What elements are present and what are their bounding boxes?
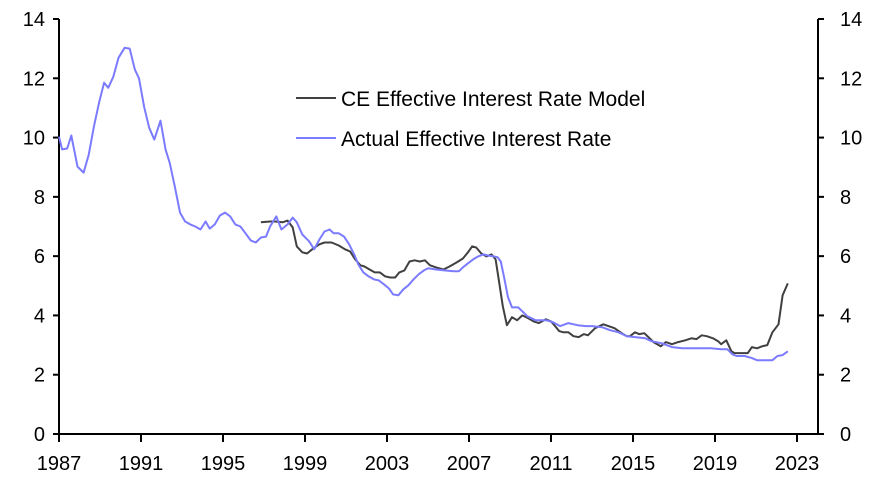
x-tick-label: 2011 [529,453,572,475]
y-tick-label-left: 6 [34,246,45,268]
x-tick-label: 1987 [37,453,82,475]
x-tick-label: 2003 [365,453,410,475]
x-tick-label: 1999 [283,453,328,475]
legend: CE Effective Interest Rate Model Actual … [296,88,645,151]
series-line-model [260,219,789,355]
x-tick-label: 2023 [775,453,820,475]
x-tick-label: 1995 [201,453,246,475]
y-tick-label-right: 12 [840,68,862,90]
series-line-actual [58,46,789,362]
x-tick-label: 2015 [611,453,656,475]
legend-label-model: CE Effective Interest Rate Model [341,88,645,111]
y-tick-label-right: 4 [840,305,851,327]
y-tick-label-left: 2 [34,365,45,387]
y-tick-label-right: 10 [840,128,862,150]
legend-label-actual: Actual Effective Interest Rate [341,128,611,151]
y-tick-label-right: 8 [840,187,851,209]
y-tick-label-left: 8 [34,187,45,209]
y-tick-label-left: 14 [23,9,45,31]
axes: 0 2 4 6 8 10 12 14 0 2 4 6 8 10 12 14 1987 1991 1995 1999 20… [23,9,863,475]
x-tick-label: 2019 [693,453,738,475]
series-group [58,46,789,362]
y-tick-label-right: 2 [840,365,851,387]
y-tick-label-left: 4 [34,305,45,327]
x-tick-label: 2007 [447,453,492,475]
y-tick-label-left: 10 [23,128,45,150]
y-tick-label-right: 0 [840,424,851,446]
x-tick-label: 1991 [119,453,164,475]
y-tick-label-left: 12 [23,68,45,90]
y-tick-label-right: 6 [840,246,851,268]
y-tick-label-right: 14 [840,9,862,31]
y-tick-label-left: 0 [34,424,45,446]
